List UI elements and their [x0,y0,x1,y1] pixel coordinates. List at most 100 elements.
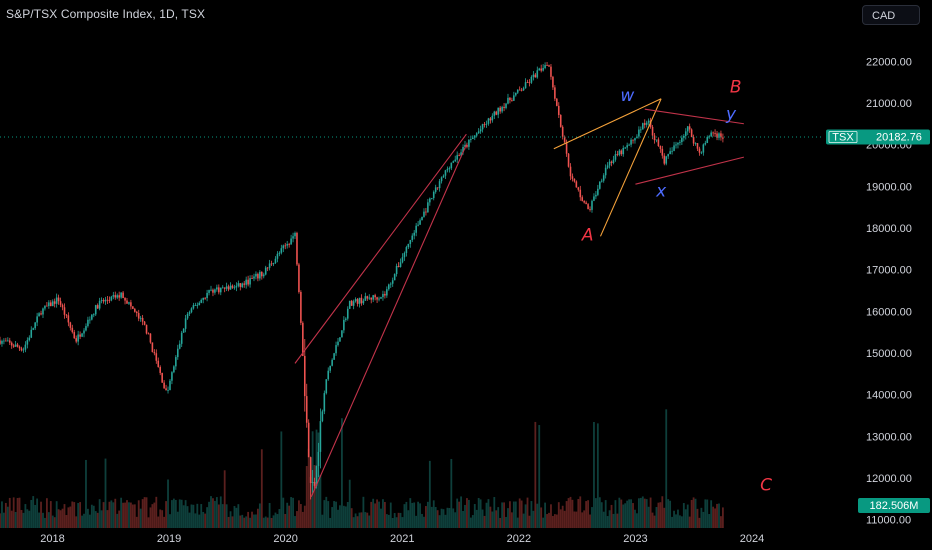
candle [694,143,697,144]
candle [208,290,210,293]
candle [92,314,95,316]
volume-bar [20,509,23,528]
volume-bar [389,502,392,528]
volume-bar [700,507,703,528]
candle [395,265,398,275]
volume-bar [450,458,453,528]
candle [382,293,384,298]
volume-bar [325,496,328,528]
volume-bar [202,511,205,528]
volume-bar [339,505,341,528]
candle [49,302,52,307]
candle [132,306,134,309]
volume-bar [42,512,44,528]
volume-bar [514,501,517,528]
trendline[interactable] [644,108,744,125]
volume-bar [149,507,152,528]
volume-bar [227,516,230,528]
trendline[interactable] [635,156,745,185]
candle [364,296,367,301]
volume-bar [608,510,611,528]
trendline[interactable] [599,98,662,237]
trendlines[interactable] [294,98,745,497]
volume-bar [88,514,91,528]
candle [270,263,273,265]
candle [423,211,425,217]
candle [511,100,513,101]
volume-bar [591,507,593,528]
volume-bar [284,513,287,528]
candle [57,297,60,302]
candle [475,133,478,136]
candle [356,299,359,304]
volume-bar [90,504,93,528]
candle [153,352,156,354]
candle [159,367,162,373]
candle [524,82,527,89]
trendline[interactable] [553,98,662,150]
volume-bar [331,507,334,528]
volume-bar [507,508,509,528]
price-axis[interactable]: 22000.0021000.0020000.0019000.0018000.00… [866,56,912,526]
candle [696,143,699,149]
candle [352,301,355,306]
candle [413,232,415,236]
volume-bar [647,506,650,528]
candle [620,150,623,155]
time-axis[interactable]: 2018 2019 2020 2021 2022 2023 2024 [40,533,764,545]
volume-bar [176,511,179,528]
volume-bar [180,499,183,528]
candle [112,295,115,297]
candle [454,159,457,162]
volume-bar [165,501,167,528]
currency-button[interactable]: CAD [862,5,920,25]
volume-bar [413,502,416,528]
candle [350,300,353,306]
candle [514,92,517,96]
candle [614,154,617,160]
volume-bar [536,503,539,528]
volume-bar [137,500,140,528]
candle [315,466,318,486]
volume-bar [112,502,115,528]
candle [481,124,484,130]
y-tick-label: 15000.00 [866,348,912,360]
candle [288,244,290,245]
trendline[interactable] [294,133,467,364]
candle [212,289,214,293]
candle [180,332,183,344]
volume-bar [436,510,439,528]
volume-bar [372,498,375,528]
candle [284,245,287,247]
symbol-title[interactable]: S&P/TSX Composite Index, 1D, TSX [6,7,206,21]
candle [534,74,537,78]
candle [106,299,109,301]
volume-bar [704,499,707,528]
candle [641,123,644,130]
trendline[interactable] [310,144,467,497]
candle [536,70,539,78]
candle [223,287,226,289]
candle [618,150,621,155]
candle [669,151,671,155]
candle [34,322,36,329]
candle [409,239,412,244]
candle [178,343,181,349]
volume-bar [40,501,42,528]
volume-bar [57,509,60,528]
candle [118,295,120,298]
volume-bar [4,502,7,528]
volume-bar [36,498,39,528]
y-tick-label: 22000.00 [866,56,912,68]
volume-bar [432,500,435,528]
candle [557,105,560,115]
volume-bar [471,515,474,528]
volume-bar [104,458,107,528]
candle [712,132,714,134]
candle [124,298,126,301]
volume-bar [571,499,574,528]
volume-bar [215,497,218,528]
candle [485,123,488,125]
candle [700,152,703,154]
